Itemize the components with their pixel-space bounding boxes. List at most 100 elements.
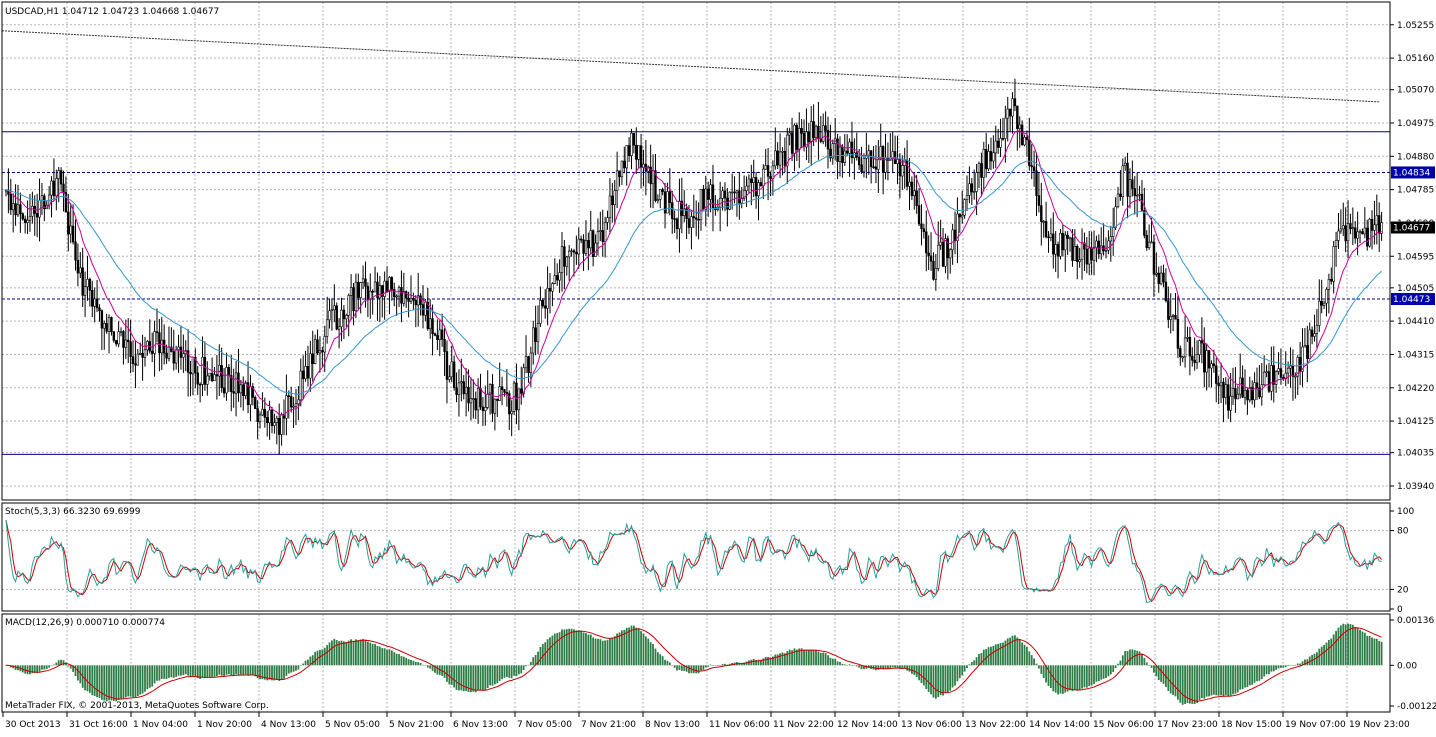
macd-histogram-bar [60,659,63,666]
candle-body [589,230,592,249]
macd-histogram-bar [951,665,954,688]
candle-body [857,156,861,166]
candle-body [455,387,458,395]
ma-slow-line [5,154,1382,395]
macd-histogram-bar [515,665,518,677]
macd-histogram-bar [388,649,391,666]
candle-body [635,144,638,160]
macd-histogram-bar [659,654,662,666]
macd-histogram-bar [846,664,849,666]
candle-body [879,146,882,160]
macd-histogram-bar [712,665,714,666]
candle-body [575,251,578,255]
macd-histogram-bar [697,665,700,674]
macd-histogram-bar [783,653,786,666]
candle-body [412,297,415,301]
macd-histogram-bar [1359,629,1361,666]
macd-histogram-bar [1349,624,1352,666]
candle-body [637,145,640,160]
macd-histogram-bar [853,665,856,666]
y-tick-label: 1.05255 [1397,21,1434,31]
candle-body [812,121,815,139]
macd-histogram-bar [757,659,760,666]
candle-body [95,298,99,309]
candle-body [1246,389,1249,401]
macd-histogram-bar [1181,665,1184,705]
macd-histogram-bar [1052,665,1055,692]
candle-body [1183,337,1187,358]
macd-panel[interactable] [5,623,1383,705]
candle-body [64,192,68,213]
candle-body [1147,241,1151,249]
macd-histogram-bar [1265,665,1268,675]
price-panel[interactable] [1,30,1390,455]
macd-histogram-bar [901,665,904,669]
macd-histogram-bar [1363,632,1366,666]
macd-histogram-bar [1117,663,1119,666]
candle-body [536,323,540,343]
macd-histogram-bar [117,665,120,700]
candle-body [524,356,528,369]
candle-body [127,339,130,343]
macd-histogram-bar [1040,665,1043,674]
macd-histogram-bar [625,627,628,666]
candle-body [1380,222,1383,234]
macd-histogram-bar [402,656,405,666]
macd-histogram-bar [338,641,341,666]
macd-histogram-bar [913,665,916,675]
macd-histogram-bar [1258,665,1261,681]
candle-body [522,367,525,394]
macd-histogram-bar [565,629,568,666]
candle-body [464,386,468,395]
candle-body [977,163,981,173]
macd-histogram-bar [36,665,39,674]
macd-histogram-bar [62,660,65,666]
candle-body [529,352,533,373]
candle-body [1349,223,1352,230]
macd-histogram-bar [24,665,27,674]
macd-histogram-bar [688,665,690,674]
macd-histogram-bar [1323,644,1325,666]
macd-panel-header: MACD(12,26,9) 0.000710 0.000774 [5,618,165,628]
macd-histogram-bar [275,665,278,680]
macd-histogram-bar [493,665,496,685]
macd-histogram-bar [558,632,561,666]
candle-body [963,199,966,216]
candle-body [198,383,202,386]
candle-body [508,393,511,415]
macd-histogram-bar [38,665,41,672]
macd-histogram-bar [376,645,379,666]
candle-body [139,352,142,355]
macd-histogram-bar [489,665,491,686]
macd-histogram-bar [609,638,611,666]
candle-body [1013,98,1017,107]
macd-histogram-bar [632,625,635,666]
candle-body [915,190,918,206]
candle-body [515,382,518,411]
y-tick-label: 1.04505 [1397,284,1434,294]
candle-body [1116,193,1120,208]
macd-histogram-bar [1335,630,1337,666]
candle-body [282,414,286,419]
macd-histogram-bar [48,665,51,668]
x-tick-label: 13 Nov 22:00 [965,720,1026,730]
macd-histogram-bar [1337,627,1340,666]
macd-histogram-bar [949,665,952,691]
macd-histogram-bar [685,665,688,672]
macd-histogram-bar [462,665,465,692]
candle-body [328,310,331,321]
candle-body [527,356,530,373]
stochastic-panel[interactable] [5,519,1382,603]
macd-histogram-bar [839,661,841,666]
macd-histogram-bar [429,665,432,669]
candle-body [16,204,20,216]
candle-body [795,125,799,150]
macd-histogram-bar [249,665,252,675]
candle-body [1306,345,1309,359]
candle-body [1289,365,1292,369]
macd-histogram-bar [776,654,779,666]
macd-histogram-bar [364,639,367,666]
macd-histogram-bar [896,665,899,668]
